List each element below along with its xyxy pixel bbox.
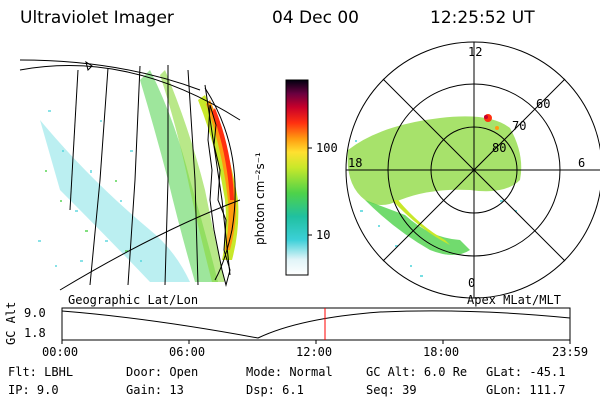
status-ip: IP: 9.0	[8, 383, 59, 397]
orbit-ylabel: GC Alt	[4, 301, 18, 345]
orbit-ytick-bottom: 1.8	[24, 326, 46, 340]
orbit-xtick-1200: 12:00	[296, 345, 333, 359]
status-mode: Mode: Normal	[246, 365, 333, 379]
status-gain: Gain: 13	[126, 383, 184, 397]
orbit-xtick-0000: 00:00	[42, 345, 79, 359]
status-door: Door: Open	[126, 365, 199, 379]
status-dsp: Dsp: 6.1	[246, 383, 304, 397]
orbit-ytick-top: 9.0	[24, 306, 46, 320]
colorbar-tick-10: 10	[316, 228, 331, 242]
colorbar-tick-100: 100	[316, 141, 338, 155]
mlt-label-18: 18	[348, 156, 363, 170]
mlt-label-0: 0	[468, 276, 476, 290]
geographic-image-panel	[19, 59, 241, 291]
time-label: 12:25:52 UT	[430, 8, 535, 28]
lat-label-70: 70	[512, 119, 527, 133]
polar-image-panel	[345, 41, 600, 299]
orbit-xtick-0600: 06:00	[169, 345, 206, 359]
status-glat: GLat: -45.1	[486, 365, 566, 379]
lat-label-60: 60	[536, 97, 551, 111]
orbit-plot	[61, 307, 571, 344]
colorbar-unit-label: photon cm⁻²s⁻¹	[253, 152, 267, 245]
status-gc-alt: GC Alt: 6.0 Re	[366, 365, 468, 379]
orbit-xtick-1800: 18:00	[423, 345, 460, 359]
status-flt: Flt: LBHL	[8, 365, 74, 379]
polar-panel-label: Apex MLat/MLT	[467, 293, 561, 307]
geo-panel-label: Geographic Lat/Lon	[68, 293, 199, 307]
mlt-label-6: 6	[578, 156, 586, 170]
instrument-title: Ultraviolet Imager	[20, 8, 174, 28]
lat-label-80: 80	[492, 141, 507, 155]
mlt-label-12: 12	[468, 45, 483, 59]
date-label: 04 Dec 00	[272, 8, 359, 28]
status-seq: Seq: 39	[366, 383, 417, 397]
status-glon: GLon: 111.7	[486, 383, 566, 397]
colorbar	[285, 79, 312, 276]
orbit-xtick-2359: 23:59	[552, 345, 589, 359]
